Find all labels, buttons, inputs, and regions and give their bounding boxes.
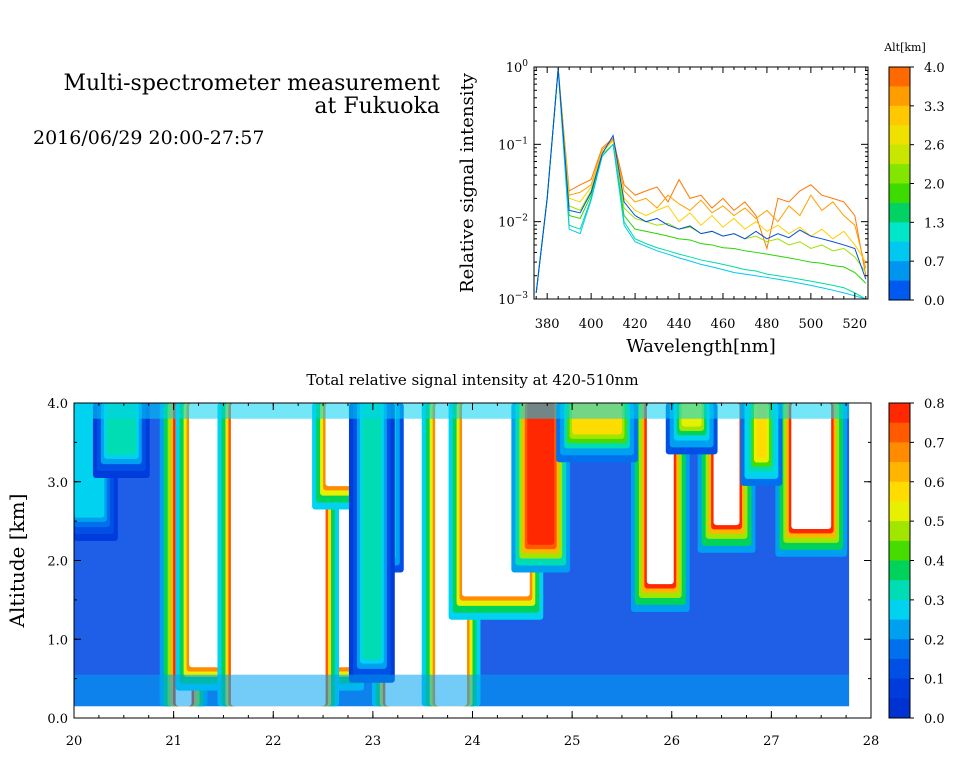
altitude-colorbar-tick-label: 2.0 (924, 178, 945, 193)
heatmap-x-tick-label: 22 (265, 734, 282, 749)
intensity-colorbar-segment (889, 698, 910, 719)
intensity-colorbar-segment (889, 560, 910, 581)
intensity-colorbar-tick-label: 0.0 (924, 712, 945, 727)
altitude-colorbar-segment (889, 86, 910, 107)
altitude-colorbar-segment (889, 241, 910, 262)
intensity-colorbar-tick-label: 0.3 (924, 594, 945, 609)
intensity-colorbar-segment (889, 501, 910, 522)
altitude-colorbar-tick-label: 2.6 (924, 139, 945, 154)
heatmap-x-tick-label: 24 (464, 734, 481, 749)
title-line-2: at Fukuoka (314, 94, 440, 119)
intensity-colorbar-segment (889, 462, 910, 483)
heatmap-x-tick-label: 26 (663, 734, 680, 749)
heatmap-band-19 (74, 403, 850, 419)
altitude-colorbar-segment (889, 261, 910, 282)
heatmap-cell-3-5 (233, 403, 324, 707)
spectrum-line-chart: 380 400 420 440 460 480 500 520 Wavelength[nm] 10… (457, 41, 945, 357)
altitude-heatmap-chart: Total relative signal intensity at 420-5… (5, 371, 945, 749)
altitude-colorbar-segment (889, 202, 910, 223)
heatmap-y-tick-label: 3.0 (47, 476, 68, 491)
spectrum-series-6 (535, 68, 866, 299)
heatmap-band-18 (74, 674, 850, 707)
intensity-colorbar-segment (889, 521, 910, 542)
heatmap-cell-16-5 (364, 403, 379, 655)
altitude-colorbar-tick-label: 1.3 (924, 216, 945, 231)
intensity-colorbar-segment (889, 658, 910, 680)
heatmap-y-tick-label: 1.0 (47, 633, 68, 648)
intensity-colorbar-segment (889, 619, 910, 640)
altitude-colorbar-segment (889, 105, 910, 126)
heatmap-cell-11-5 (791, 403, 832, 529)
spectrum-x-tick-label: 420 (623, 317, 648, 332)
altitude-colorbar-segment (889, 183, 910, 204)
main-title: Multi-spectrometer measurement at Fukuok… (10, 71, 441, 119)
heatmap-cell-8-5 (527, 403, 555, 545)
intensity-colorbar-segment (889, 639, 910, 660)
spectrum-y-tick-label: 10−2 (498, 214, 528, 231)
spectrum-y-tick-label: 10−3 (498, 291, 528, 308)
spectrum-series-0 (535, 68, 867, 293)
heatmap-title: Total relative signal intensity at 420-5… (306, 371, 638, 389)
heatmap-y-tick-label: 4.0 (47, 397, 68, 412)
spectrum-x-tick-label: 440 (667, 317, 692, 332)
heatmap-x-tick-label: 21 (165, 734, 182, 749)
altitude-colorbar-tick-label: 0.7 (924, 255, 945, 270)
spectrum-series-7 (535, 68, 867, 293)
intensity-colorbar-tick-label: 0.8 (924, 397, 945, 412)
heatmap-y-tick-label: 2.0 (47, 555, 68, 570)
altitude-colorbar-tick-label: 4.0 (924, 61, 945, 76)
spectrum-x-tick-label: 520 (842, 317, 867, 332)
spectrum-x-tick-label: 400 (579, 317, 604, 332)
heatmap-cell-10-5 (713, 403, 740, 526)
altitude-colorbar-segment (889, 164, 910, 184)
intensity-colorbar-segment (889, 422, 910, 443)
intensity-colorbar-tick-label: 0.1 (924, 673, 945, 688)
heatmap-x-tick-label: 20 (66, 734, 83, 749)
spectrum-y-axis-label: Relative signal intensity (457, 72, 478, 293)
altitude-colorbar-tick-label: 3.3 (924, 100, 945, 115)
intensity-colorbar-segment (889, 403, 910, 424)
spectrum-x-tick-label: 500 (798, 317, 823, 332)
title-line-1: Multi-spectrometer measurement (63, 71, 441, 96)
intensity-colorbar-tick-label: 0.6 (924, 476, 945, 491)
heatmap-x-tick-label: 28 (863, 734, 880, 749)
heatmap-y-axis-label: Altitude [km] (5, 494, 29, 629)
spectrum-x-tick-label: 480 (755, 317, 780, 332)
spectrum-series-group (535, 68, 867, 299)
intensity-colorbar-tick-label: 0.5 (924, 515, 945, 530)
spectrum-series-4 (535, 68, 867, 293)
altitude-colorbar-segment (889, 67, 910, 87)
intensity-colorbar-tick-label: 0.2 (924, 633, 945, 648)
measurement-datetime: 2016/06/29 20:00-27:57 (33, 127, 265, 149)
heatmap-y-tick-label: 0.0 (47, 712, 68, 727)
altitude-colorbar-title: Alt[km] (883, 41, 926, 54)
spectrum-y-tick-label: 10−1 (498, 136, 528, 153)
spectrum-y-tick-label: 100 (506, 59, 529, 76)
altitude-colorbar-tick-label: 0.0 (924, 294, 945, 309)
intensity-colorbar-tick-label: 0.7 (924, 436, 945, 451)
heatmap-x-tick-label: 23 (365, 734, 382, 749)
intensity-colorbar-segment (889, 580, 910, 601)
altitude-colorbar-segment (889, 144, 910, 165)
altitude-colorbar-segment (889, 280, 910, 301)
spectrum-x-tick-label: 460 (711, 317, 736, 332)
intensity-colorbar-segment (889, 678, 910, 699)
heatmap-x-tick-label: 27 (763, 734, 780, 749)
intensity-colorbar-segment (889, 599, 910, 621)
spectrum-x-axis-label: Wavelength[nm] (626, 336, 776, 357)
altitude-colorbar-segment (889, 125, 910, 146)
spectrum-series-1 (535, 68, 867, 293)
heatmap-x-tick-label: 25 (564, 734, 581, 749)
intensity-colorbar-segment (889, 481, 910, 502)
intensity-colorbar-tick-label: 0.4 (924, 555, 945, 570)
intensity-colorbar-segment (889, 540, 910, 561)
intensity-colorbar-segment (889, 442, 910, 463)
spectrum-x-tick-label: 380 (535, 317, 560, 332)
altitude-colorbar-segment (889, 222, 910, 243)
